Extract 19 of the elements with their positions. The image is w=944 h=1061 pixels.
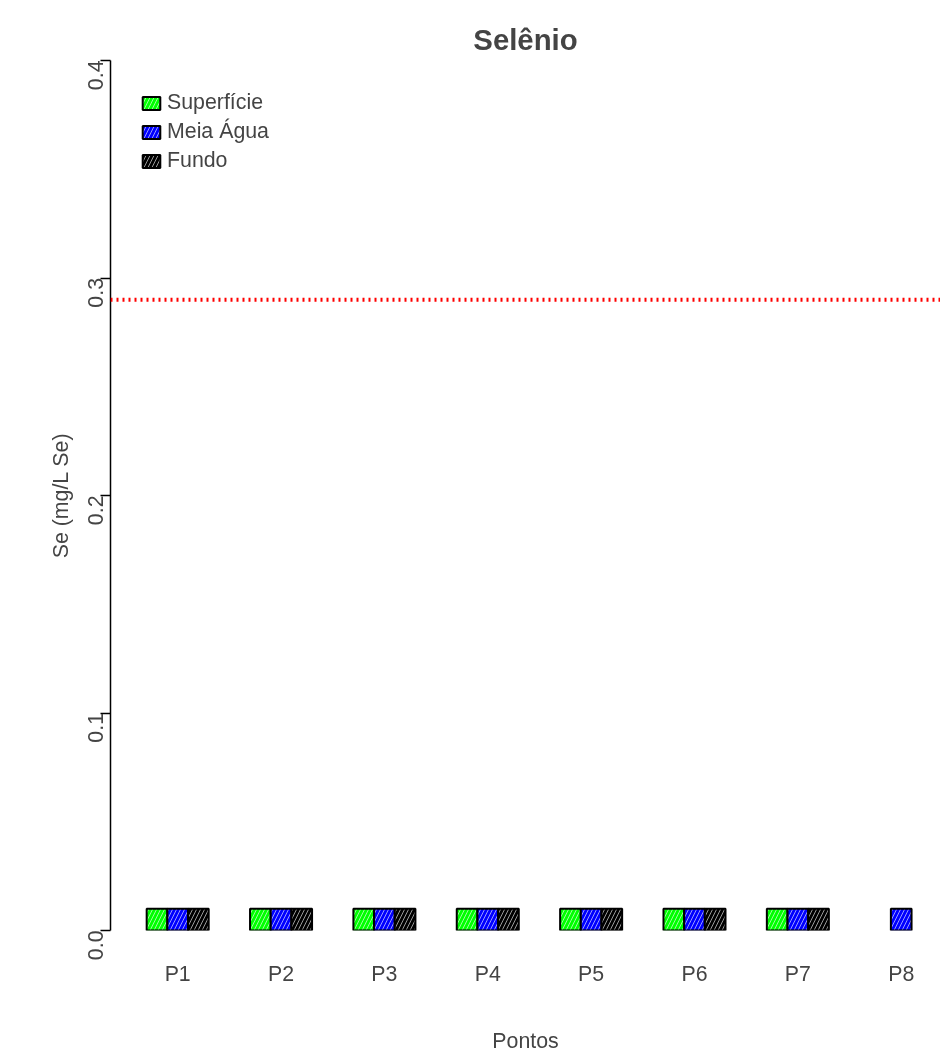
x-tick-label: P3 xyxy=(371,961,398,986)
chart-title: Selênio xyxy=(473,22,578,56)
legend-label: Superfície xyxy=(167,90,264,115)
legend-label: Fundo xyxy=(167,148,228,173)
x-tick-label: P4 xyxy=(474,961,501,986)
y-tick-label: 0.4 xyxy=(84,60,108,91)
x-tick-label: P1 xyxy=(164,961,191,986)
y-tick-label: 0.0 xyxy=(84,930,108,961)
x-tick-label: P5 xyxy=(578,961,605,986)
x-axis-title: Pontos xyxy=(492,1028,559,1053)
x-tick-label: P2 xyxy=(268,961,295,986)
x-tick-label: P8 xyxy=(888,961,915,986)
x-tick-label: P6 xyxy=(681,961,708,986)
legend-label: Meia Água xyxy=(167,119,269,144)
x-tick-label: P7 xyxy=(784,961,811,986)
y-tick-label: 0.3 xyxy=(84,277,108,308)
y-axis-title: Se (mg/L Se) xyxy=(48,433,73,559)
y-tick-label: 0.1 xyxy=(84,712,108,743)
y-tick-label: 0.2 xyxy=(84,495,108,526)
